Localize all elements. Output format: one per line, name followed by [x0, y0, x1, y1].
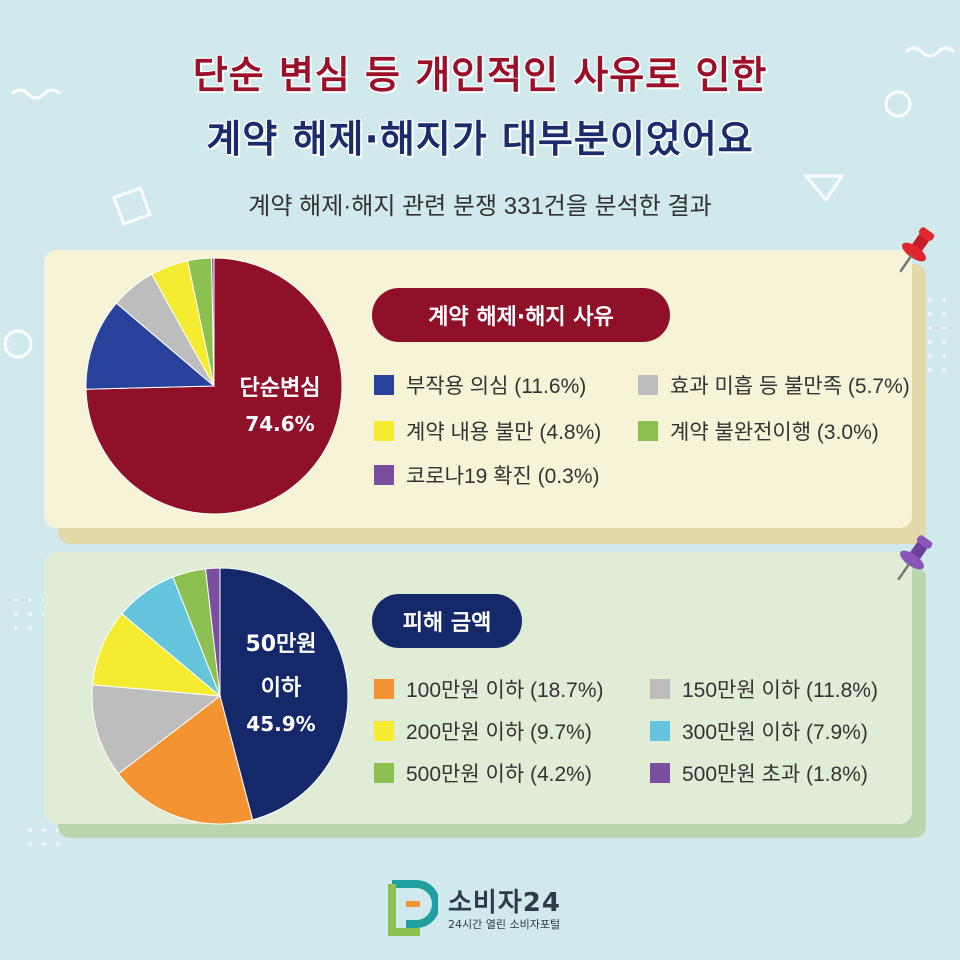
- subtitle: 계약 해제·해지 관련 분쟁 331건을 분석한 결과: [248, 193, 712, 220]
- legend-swatch: [650, 721, 670, 741]
- legend-label: 계약 불완전이행 (3.0%): [670, 421, 879, 444]
- section-title-damage: 피해 금액: [372, 594, 522, 648]
- pushpin-purple-icon: [897, 535, 933, 581]
- pie-chart-reasons: [85, 257, 343, 515]
- pie-slice-1: [219, 567, 349, 821]
- legend-label: 부작용 의심 (11.6%): [406, 375, 587, 398]
- legend-label: 100만원 이하 (18.7%): [406, 679, 604, 702]
- legend-item: 부작용 의심 (11.6%): [374, 370, 586, 400]
- pie1-center-value: 74.6%: [245, 412, 315, 436]
- title-line-1: 단순 변심 등 개인적인 사유로 인한: [192, 53, 768, 97]
- circle-right-icon: [884, 90, 912, 118]
- logo-consumer24[interactable]: 소비자24 24시간 열린 소비자포털: [386, 880, 586, 940]
- pie-slice-2: [85, 302, 216, 390]
- legend-swatch: [374, 421, 394, 441]
- legend-swatch: [374, 763, 394, 783]
- legend-swatch: [374, 375, 394, 395]
- legend-label: 300만원 이하 (7.9%): [682, 721, 868, 744]
- pie-slice-6: [211, 257, 215, 387]
- legend-label: 200만원 이하 (9.7%): [406, 721, 592, 744]
- legend-swatch: [374, 721, 394, 741]
- pie2-center-value: 45.9%: [246, 712, 316, 736]
- logo-mark-icon: [388, 880, 438, 936]
- legend-item: 코로나19 확진 (0.3%): [374, 460, 599, 490]
- legend-item: 효과 미흡 등 불만족 (5.7%): [638, 370, 910, 400]
- legend-swatch: [374, 679, 394, 699]
- legend-swatch: [638, 421, 658, 441]
- circle-left-icon: [3, 329, 33, 359]
- pie-chart-damage-amount: [91, 567, 349, 825]
- legend-item: 150만원 이하 (11.8%): [650, 674, 878, 704]
- squiggle-left-icon: [10, 88, 62, 100]
- legend-label: 500만원 초과 (1.8%): [682, 763, 868, 786]
- pie2-center-name-line2: 이하: [260, 676, 302, 701]
- legend-item: 500만원 초과 (1.8%): [650, 758, 868, 788]
- pie-slice-3: [91, 684, 222, 775]
- legend-label: 효과 미흡 등 불만족 (5.7%): [670, 375, 910, 398]
- square-outline-icon: [112, 186, 152, 226]
- pie-slice-7: [205, 567, 221, 697]
- logo-name: 소비자24: [448, 888, 561, 918]
- section-title-reasons: 계약 해제·해지 사유: [372, 288, 670, 342]
- pie-slice-1: [85, 257, 343, 515]
- squiggle-right-icon: [904, 46, 956, 58]
- legend-item: 100만원 이하 (18.7%): [374, 674, 604, 704]
- legend-item: 500만원 이하 (4.2%): [374, 758, 592, 788]
- legend-item: 200만원 이하 (9.7%): [374, 716, 592, 746]
- legend-item: 계약 불완전이행 (3.0%): [638, 416, 879, 446]
- legend-item: 계약 내용 불만 (4.8%): [374, 416, 601, 446]
- legend-label: 코로나19 확진 (0.3%): [406, 465, 600, 488]
- pushpin-red-icon: [899, 227, 935, 273]
- title-line-2: 계약 해제·해지가 대부분이었어요: [206, 117, 754, 161]
- legend-label: 150만원 이하 (11.8%): [682, 679, 878, 702]
- legend-swatch: [650, 679, 670, 699]
- legend-label: 500만원 이하 (4.2%): [406, 763, 592, 786]
- legend-item: 300만원 이하 (7.9%): [650, 716, 868, 746]
- pie-slice-4: [91, 613, 222, 697]
- legend-swatch: [650, 763, 670, 783]
- pie-slice-2: [117, 695, 254, 825]
- pie2-center-name-line1: 50만원: [245, 632, 317, 657]
- triangle-outline-icon: [802, 174, 845, 203]
- legend-swatch: [374, 465, 394, 485]
- logo-tagline: 24시간 열린 소비자포털: [448, 918, 561, 931]
- legend-label: 계약 내용 불만 (4.8%): [406, 421, 602, 444]
- pie1-center-name: 단순변심: [239, 376, 321, 401]
- legend-swatch: [638, 375, 658, 395]
